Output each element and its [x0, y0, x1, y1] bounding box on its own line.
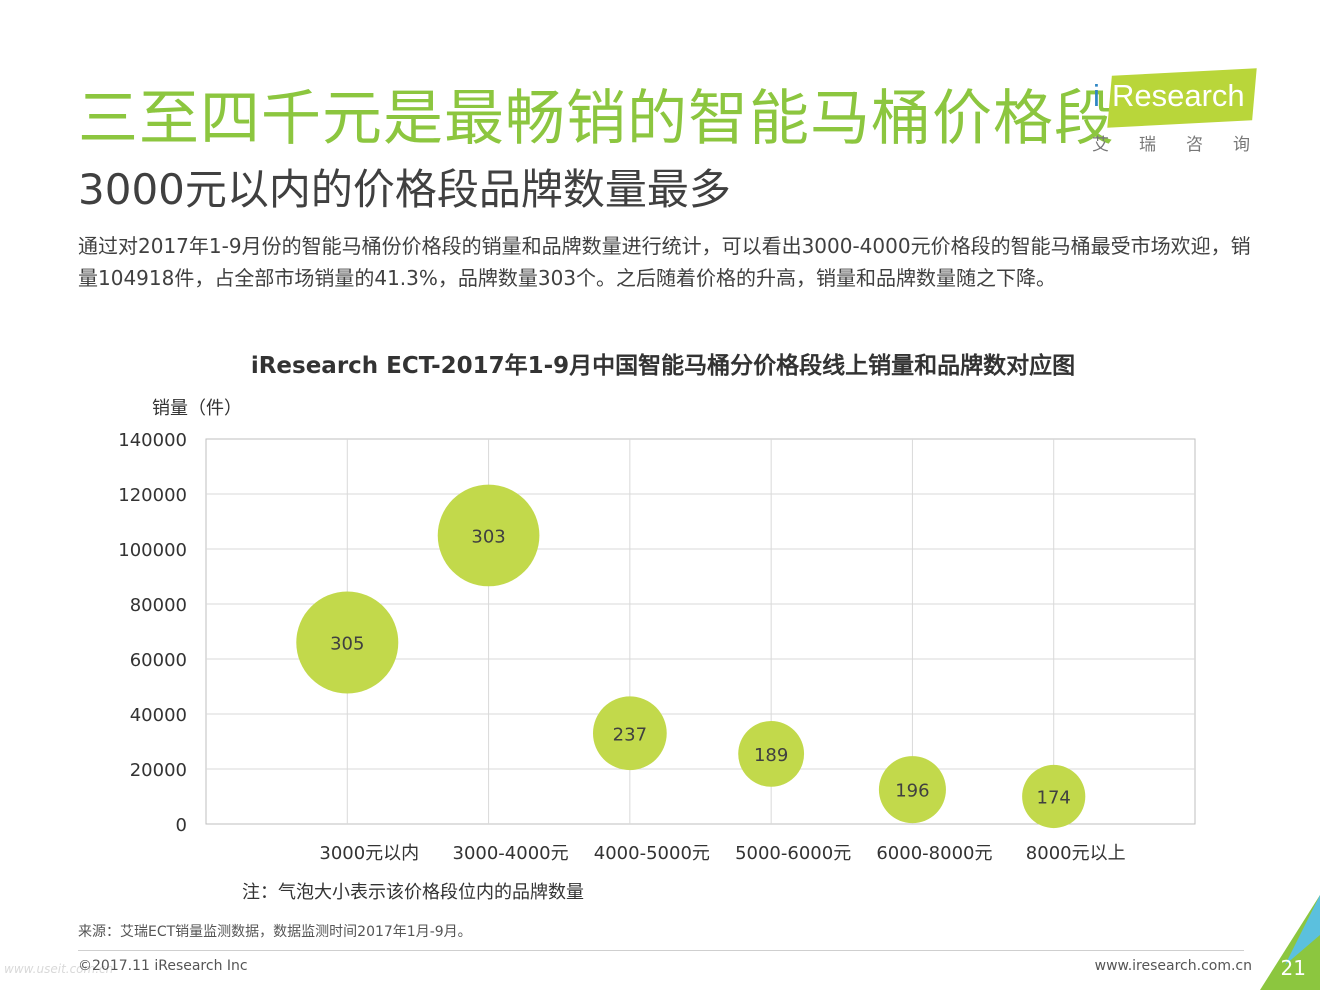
bubble-data-label: 305 [330, 634, 364, 655]
bubble-data-label: 189 [754, 745, 788, 766]
source-note: 来源：艾瑞ECT销量监测数据，数据监测时间2017年1月-9月。 [78, 924, 472, 940]
y-tick-label: 80000 [130, 595, 187, 616]
bubble [878, 756, 946, 824]
bubble [1022, 764, 1086, 829]
page-subtitle: 3000元以内的价格段品牌数量最多 [78, 165, 731, 214]
logo-chinese-name: 艾瑞咨询 [1092, 135, 1280, 155]
bubble-data-label: 237 [613, 724, 647, 745]
page-description: 通过对2017年1-9月份的智能马桶份价格段的销量和品牌数量进行统计，可以看出3… [78, 234, 1251, 290]
logo-letter-i: i [1093, 78, 1100, 113]
page-title: 三至四千元是最畅销的智能马桶价格段 [78, 84, 1115, 154]
corner-decoration [1260, 895, 1320, 990]
bubble [296, 591, 399, 694]
bubble [437, 484, 540, 587]
watermark-text: www.useit.com.cn [4, 962, 114, 976]
y-tick-label: 20000 [130, 760, 187, 781]
x-tick-label: 3000-4000元 [453, 843, 569, 864]
plot-area-border [205, 438, 1196, 825]
bubble [738, 720, 805, 787]
y-tick-label: 140000 [118, 430, 187, 451]
bubble [592, 696, 667, 771]
copyright: ©2017.11 iResearch Inc [78, 958, 248, 974]
y-tick-label: 60000 [130, 650, 187, 671]
y-tick-label: 40000 [130, 705, 187, 726]
bubble-chart: 0 20000 40000 60000 80000 100000 120000 140000 3… [118, 430, 1196, 864]
x-tick-label: 3000元以内 [319, 843, 419, 864]
chart-note: 注：气泡大小表示该价格段位内的品牌数量 [242, 882, 584, 903]
x-tick-label: 8000元以上 [1026, 843, 1126, 864]
page-number: 21 [1280, 956, 1306, 980]
bubble-data-label: 196 [895, 781, 929, 802]
logo-wordmark: Research [1112, 78, 1245, 113]
website-link[interactable]: www.iresearch.com.cn [1094, 958, 1252, 974]
chart-title: iResearch ECT-2017年1-9月中国智能马桶分价格段线上销量和品牌… [250, 353, 1076, 379]
y-axis-label: 销量（件） [152, 398, 242, 419]
bubble-data-label: 174 [1037, 788, 1071, 809]
y-tick-label: 120000 [118, 485, 187, 506]
x-tick-label: 5000-6000元 [735, 843, 851, 864]
x-tick-label: 6000-8000元 [876, 843, 992, 864]
x-tick-label: 4000-5000元 [594, 843, 710, 864]
y-tick-label: 0 [176, 815, 187, 836]
iresearch-logo: i Research 艾瑞咨询 [1090, 68, 1257, 155]
footer-divider [78, 950, 1244, 951]
bubble-data-label: 303 [471, 526, 505, 547]
y-tick-label: 100000 [118, 540, 187, 561]
